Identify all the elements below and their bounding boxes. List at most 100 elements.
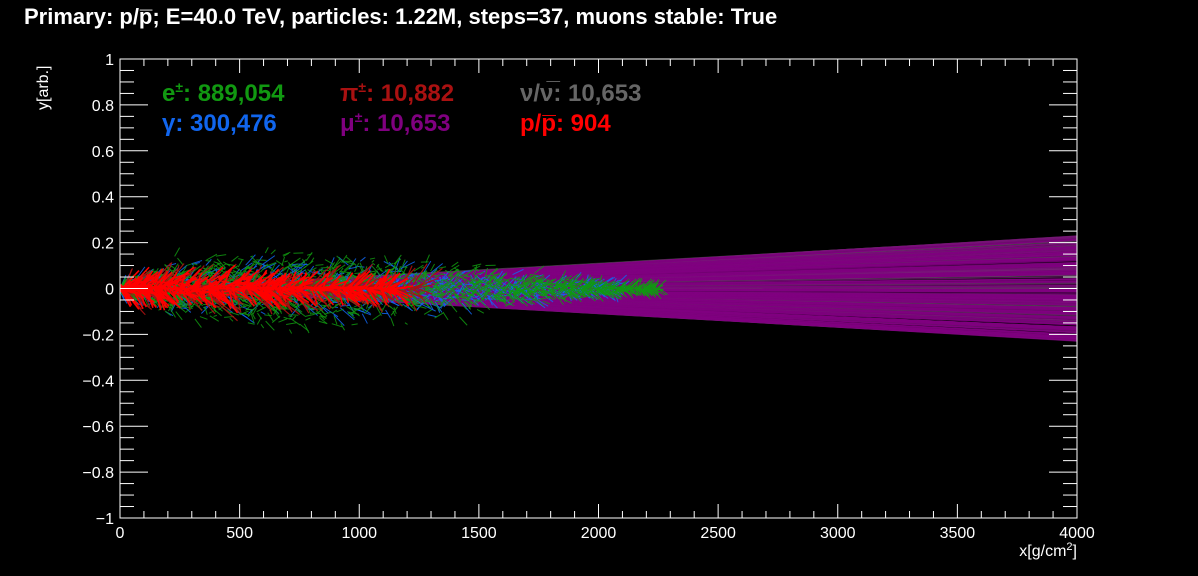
- track-segment: [248, 290, 262, 301]
- track-segment: [597, 280, 608, 290]
- track-segment: [351, 269, 371, 290]
- track-segment: [538, 287, 545, 298]
- track-segment: [402, 303, 413, 312]
- track-segment: [253, 255, 264, 268]
- track-segment: [354, 262, 360, 272]
- track-segment: [541, 283, 550, 288]
- track-segment: [339, 271, 344, 280]
- track-segment: [578, 277, 584, 285]
- track-segment: [334, 303, 341, 306]
- track-segment: [512, 284, 522, 288]
- track-segment: [216, 263, 227, 270]
- track-segment: [282, 251, 291, 256]
- track-segment: [282, 272, 304, 290]
- track-segment: [382, 273, 398, 290]
- track-segment: [495, 280, 501, 289]
- track-segment: [646, 288, 653, 296]
- track-segment: [289, 329, 293, 334]
- track-segment: [628, 289, 639, 292]
- track-segment: [642, 289, 651, 300]
- track-segment: [179, 302, 184, 306]
- track-segment: [642, 281, 653, 291]
- track-segment: [439, 295, 447, 305]
- track-segment: [260, 324, 265, 329]
- track-segment: [264, 314, 272, 317]
- track-segment: [334, 258, 341, 267]
- legend-entry: μ±: 10,653: [340, 109, 450, 137]
- track-segment: [551, 291, 559, 295]
- track-segment: [166, 277, 186, 287]
- track-segment: [495, 295, 503, 298]
- track-segment: [283, 316, 291, 320]
- track-segment: [597, 287, 604, 294]
- track-segment: [419, 270, 427, 278]
- track-segment: [138, 289, 160, 296]
- track-segment: [463, 285, 471, 292]
- track-segment: [390, 288, 409, 299]
- track-segment: [291, 267, 299, 275]
- track-segment: [477, 284, 482, 293]
- track-segment: [380, 276, 388, 290]
- track-segment: [174, 247, 181, 257]
- track-segment: [346, 306, 353, 311]
- track-segment: [404, 322, 408, 325]
- track-segment: [537, 281, 549, 288]
- track-segment: [492, 279, 503, 288]
- track-segment: [520, 273, 528, 282]
- track-segment: [583, 275, 592, 284]
- track-segment: [616, 287, 628, 298]
- track-segment: [472, 263, 482, 267]
- track-segment: [393, 267, 398, 275]
- track-segment: [298, 263, 309, 266]
- track-segment: [324, 259, 335, 265]
- track-segment: [529, 273, 540, 277]
- track-segment: [455, 296, 461, 302]
- track-segment: [578, 285, 584, 291]
- legend-symbol: e: [162, 80, 175, 107]
- track-segment: [206, 253, 218, 261]
- track-segment: [549, 289, 556, 293]
- track-segment: [402, 286, 418, 312]
- track-segment: [567, 273, 580, 283]
- track-segment: [211, 293, 234, 307]
- track-segment: [343, 264, 351, 271]
- track-segment: [608, 287, 618, 290]
- track-segment: [360, 304, 364, 312]
- track-segment: [201, 289, 217, 296]
- track-segment: [492, 277, 503, 286]
- x-tick-label: 3000: [820, 525, 856, 542]
- track-segment: [414, 277, 439, 289]
- track-segment: [528, 274, 537, 282]
- y-tick-label: 0.8: [92, 98, 114, 115]
- legend-count: : 300,476: [175, 110, 276, 137]
- track-segment: [215, 254, 227, 257]
- track-segment: [338, 256, 349, 266]
- y-tick-label: −1: [96, 511, 114, 528]
- track-segment: [257, 261, 263, 265]
- track-segment: [313, 269, 324, 279]
- track-segment: [251, 272, 268, 286]
- track-segment: [245, 302, 254, 311]
- legend-symbol: μ: [340, 110, 355, 137]
- legend-symbol: γ: [162, 110, 176, 137]
- y-tick-label: 0.6: [92, 144, 114, 161]
- track-segment: [347, 301, 355, 313]
- track-segment: [205, 260, 211, 262]
- track-segment: [372, 262, 376, 266]
- track-segment: [276, 290, 293, 303]
- track-segment: [354, 272, 362, 275]
- track-segment: [348, 288, 369, 303]
- track-segment: [613, 293, 622, 300]
- track-segment: [638, 278, 643, 288]
- track-segment: [567, 294, 573, 300]
- track-segment: [370, 270, 376, 273]
- track-segment: [229, 317, 234, 322]
- track-segment: [424, 296, 434, 305]
- track-segment: [447, 292, 453, 300]
- track-segment: [203, 267, 208, 277]
- track-segment: [528, 290, 534, 293]
- track-segment: [451, 276, 462, 285]
- track-segment: [303, 302, 314, 311]
- track-segment: [473, 299, 481, 301]
- track-segment: [514, 284, 525, 292]
